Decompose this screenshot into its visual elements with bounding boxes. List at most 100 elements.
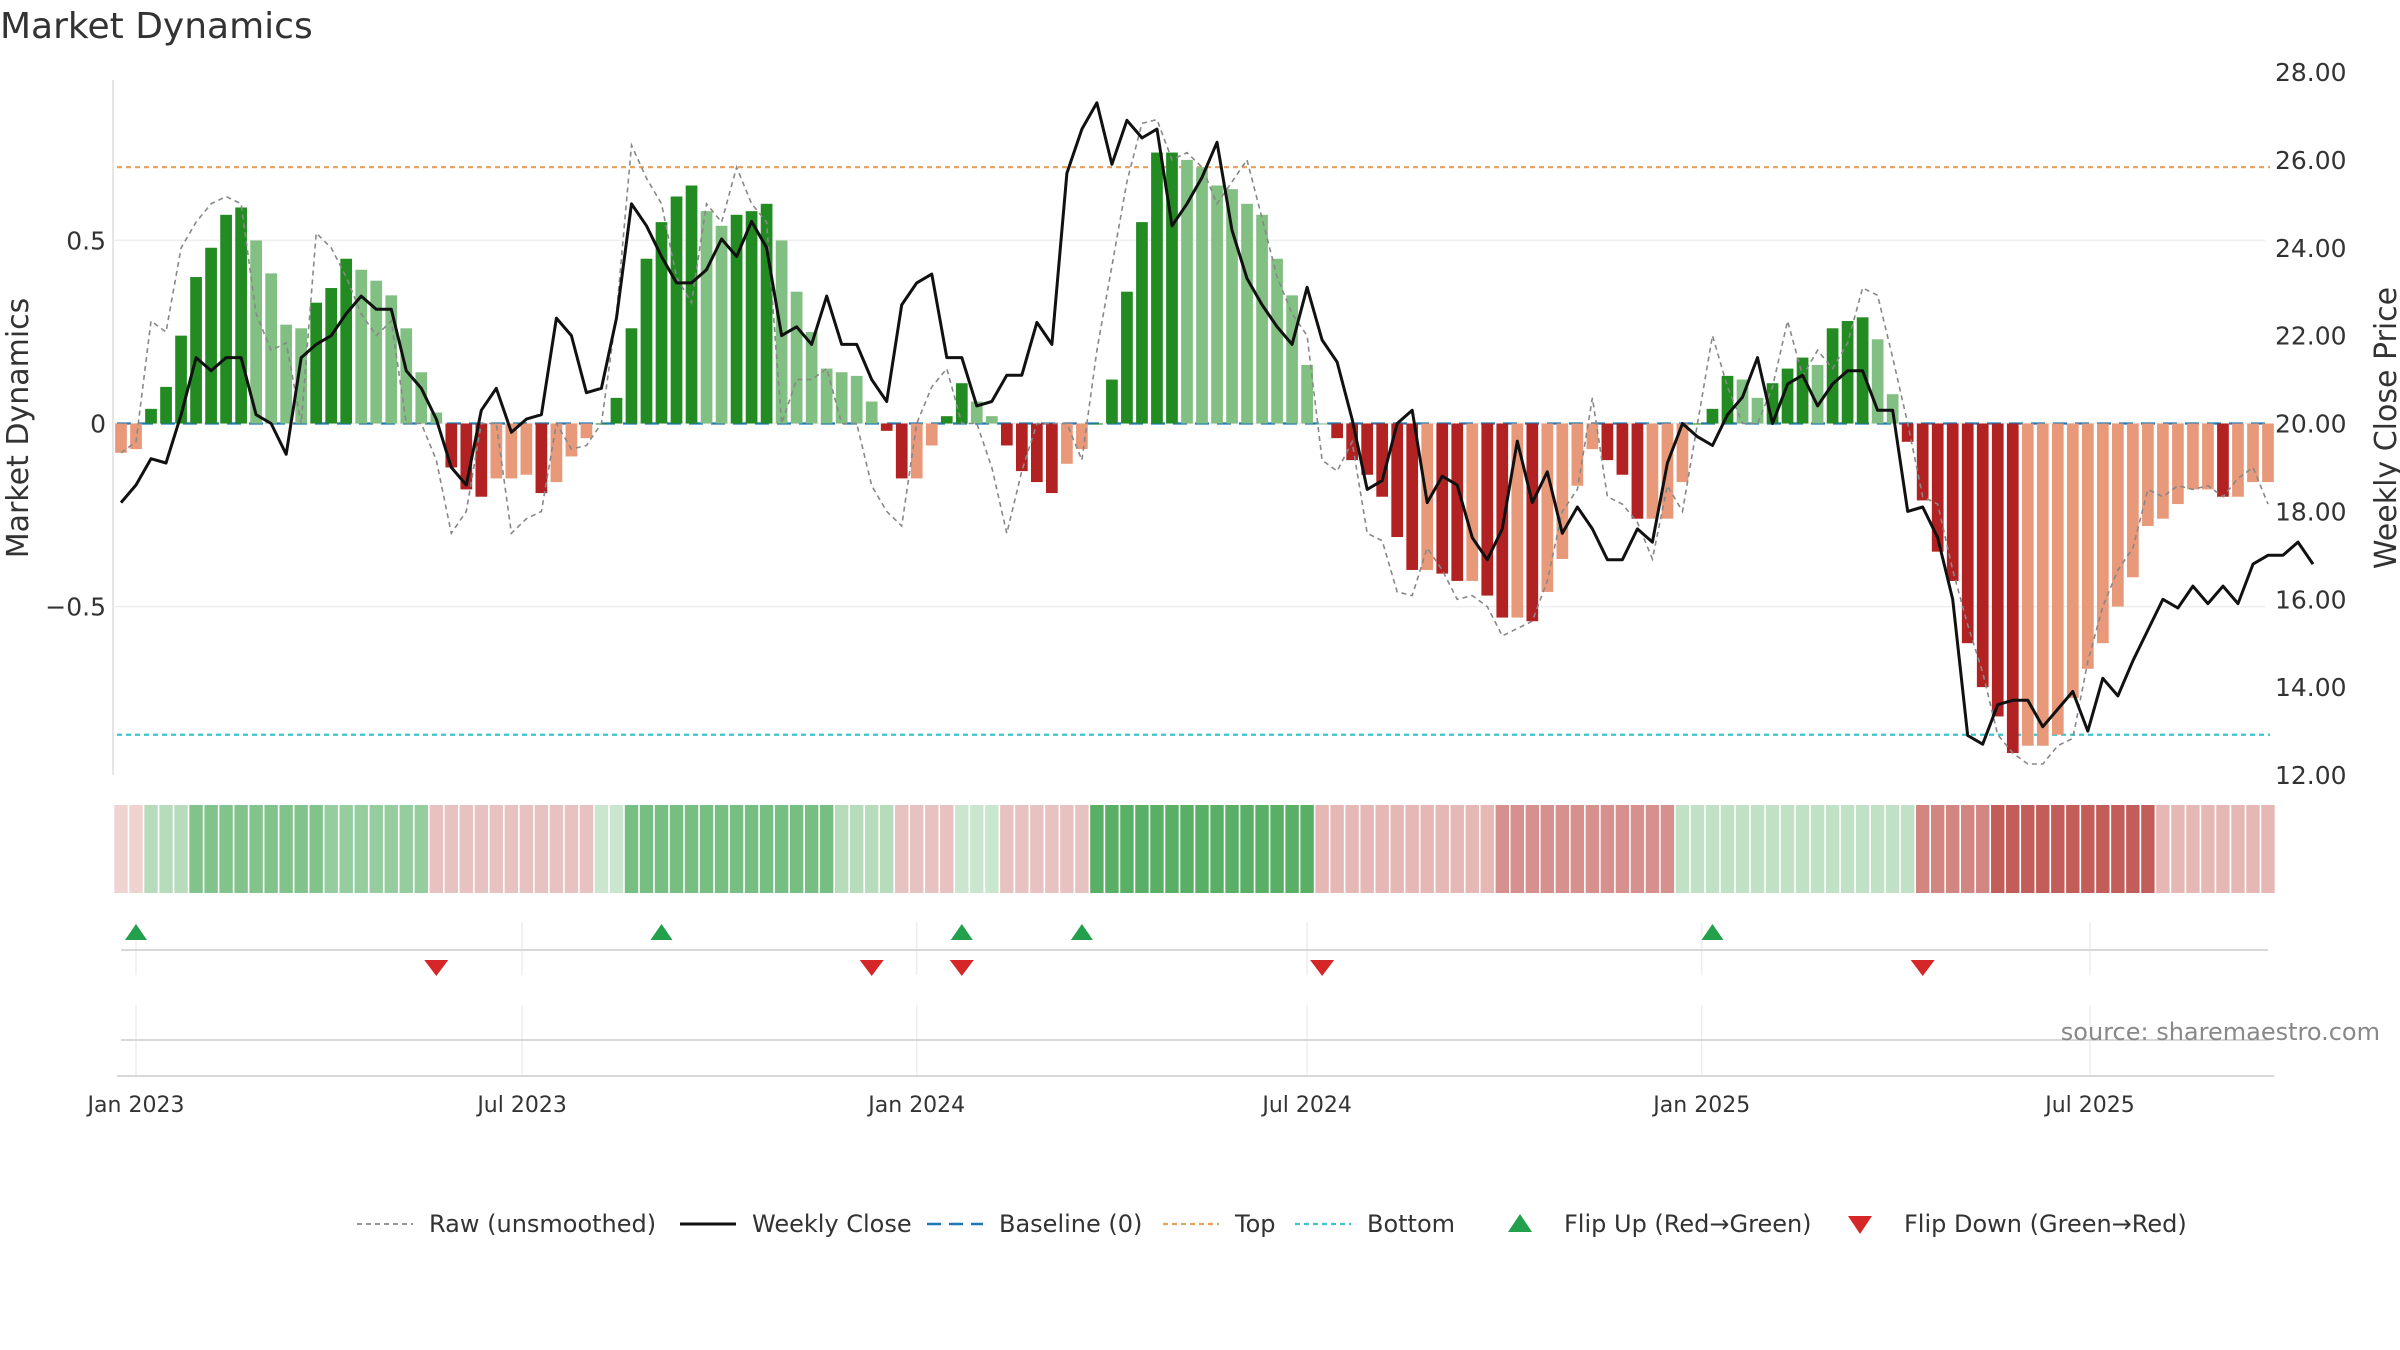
- dynamics-bar: [2202, 423, 2214, 490]
- regime-cell: [1255, 805, 1269, 893]
- dynamics-bar: [2187, 423, 2199, 490]
- legend-label: Baseline (0): [999, 1210, 1142, 1238]
- regime-cell: [2006, 805, 2020, 893]
- dynamics-bar: [880, 423, 893, 431]
- dynamics-bar: [1751, 397, 1764, 424]
- regime-cell: [309, 805, 323, 893]
- x-tick-label: Jul 2025: [2043, 1093, 2135, 1118]
- dynamics-bar: [325, 288, 338, 424]
- regime-cell: [174, 805, 188, 893]
- regime-cell: [1015, 805, 1029, 893]
- legend-label: Weekly Close: [752, 1210, 912, 1238]
- dynamics-bar: [1961, 423, 1974, 644]
- flip-down-marker: [949, 960, 974, 976]
- regime-cell: [204, 805, 218, 893]
- dynamics-bar: [1541, 423, 1554, 592]
- regime-cell: [970, 805, 984, 893]
- legend-label: Flip Up (Red→Green): [1564, 1210, 1812, 1238]
- regime-cell: [2036, 805, 2050, 893]
- regime-cell: [1030, 805, 1044, 893]
- dynamics-bar: [460, 423, 473, 490]
- regime-cell: [1961, 805, 1975, 893]
- dynamics-bar: [1136, 222, 1148, 424]
- regime-cell: [459, 805, 474, 893]
- legend-item-flip-up: Flip Up (Red→Green): [1508, 1210, 1812, 1238]
- left-tick-label: 0: [90, 410, 106, 439]
- dynamics-bar: [2051, 423, 2064, 735]
- regime-cell: [819, 805, 834, 893]
- dynamics-bar: [970, 401, 983, 424]
- regime-cell: [1946, 805, 1960, 893]
- dynamics-bar: [955, 383, 968, 424]
- regime-cell: [1195, 805, 1209, 893]
- dynamics-bar: [1271, 258, 1283, 424]
- dynamics-bar: [1556, 423, 1569, 559]
- regime-cell: [1210, 805, 1224, 893]
- regime-cell: [910, 805, 924, 893]
- regime-cell: [2141, 805, 2155, 893]
- regime-cell: [1165, 805, 1179, 893]
- legend-item-baseline: Baseline (0): [927, 1210, 1142, 1238]
- dynamics-bar: [1121, 291, 1133, 424]
- regime-cell: [474, 805, 489, 893]
- dynamics-bar: [865, 401, 878, 424]
- regime-cell: [1885, 805, 1900, 893]
- regime-cell: [1780, 805, 1795, 893]
- regime-cell: [1855, 805, 1870, 893]
- legend-item-close: Weekly Close: [680, 1210, 912, 1238]
- dynamics-bar: [1031, 423, 1043, 483]
- flip-down-marker: [859, 960, 884, 976]
- dynamics-bar: [1331, 423, 1343, 439]
- regime-cell: [1795, 805, 1810, 893]
- x-tick-label: Jan 2023: [86, 1093, 185, 1118]
- flip-up-marker: [1070, 924, 1093, 940]
- dynamics-bar: [115, 423, 127, 453]
- regime-cell: [444, 805, 459, 893]
- dynamics-bar: [1436, 423, 1449, 574]
- regime-cell: [414, 805, 428, 893]
- dynamics-bar: [205, 247, 217, 424]
- dynamics-bar: [835, 372, 848, 424]
- regime-cell: [1000, 805, 1014, 893]
- dynamics-bar: [820, 368, 833, 424]
- dynamics-bar: [520, 423, 533, 475]
- regime-cell: [895, 805, 909, 893]
- regime-cell: [699, 805, 714, 893]
- legend-swatch: [1848, 1216, 1872, 1234]
- dynamics-bar: [1391, 423, 1404, 538]
- dynamics-bar: [1826, 328, 1839, 424]
- dynamics-bar: [1406, 423, 1419, 570]
- regime-cell: [1750, 805, 1765, 893]
- dynamics-bar: [190, 277, 202, 424]
- regime-cell: [1660, 805, 1675, 893]
- right-tick-label: 24.00: [2275, 234, 2347, 263]
- regime-cell: [2246, 805, 2260, 893]
- regime-cell: [1330, 805, 1344, 893]
- dynamics-bar: [385, 295, 398, 424]
- dynamics-bar: [490, 423, 503, 479]
- regime-cell: [1645, 805, 1660, 893]
- regime-cell: [789, 805, 804, 893]
- regime-cell: [1630, 805, 1645, 893]
- dynamics-bar: [2066, 423, 2079, 699]
- dynamics-bar: [1766, 383, 1779, 424]
- regime-cell: [684, 805, 699, 893]
- dynamics-bar: [1511, 423, 1524, 618]
- regime-cell: [519, 805, 534, 893]
- regime-cell: [925, 805, 939, 893]
- x-tick-label: Jan 2025: [1651, 1093, 1750, 1118]
- regime-cell: [609, 805, 624, 893]
- regime-cell: [2066, 805, 2080, 893]
- dynamics-bar: [655, 222, 668, 424]
- flip-up-marker: [950, 924, 973, 940]
- regime-cell: [1510, 805, 1524, 893]
- dynamics-bar: [895, 423, 908, 479]
- regime-cell: [564, 805, 579, 893]
- regime-cell: [1690, 805, 1705, 893]
- dynamics-bar: [1781, 368, 1794, 424]
- dynamics-bar: [1601, 423, 1614, 461]
- dynamics-bar: [760, 203, 773, 424]
- regime-cell: [1915, 805, 1930, 893]
- left-y-axis: 0.5 0 −0.5: [45, 226, 106, 621]
